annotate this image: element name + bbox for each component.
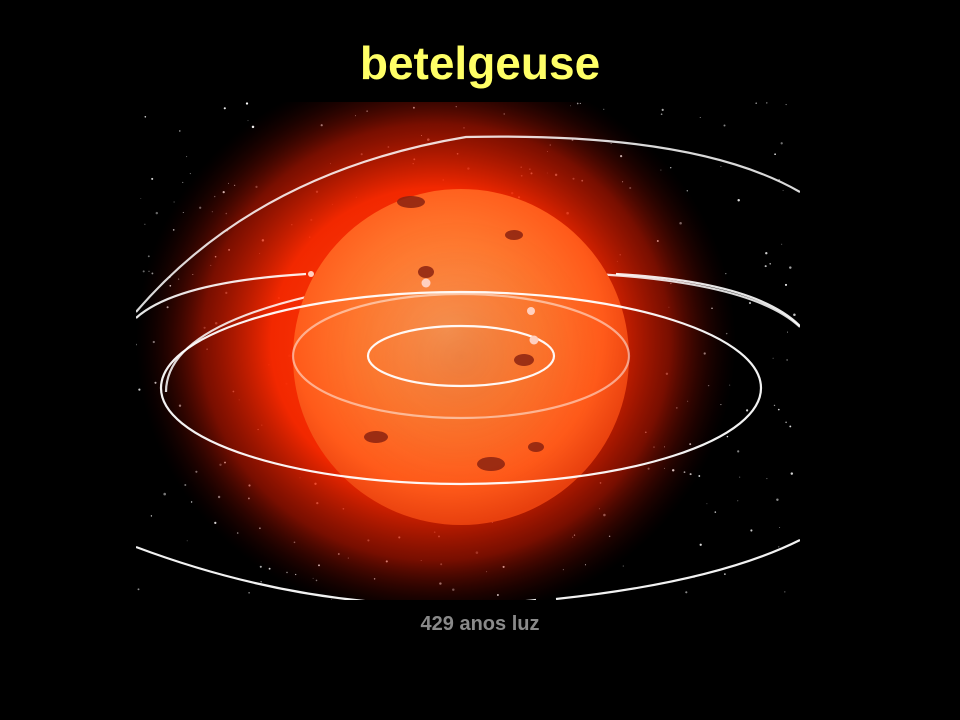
background-star [737, 450, 740, 453]
background-star [786, 359, 788, 361]
background-star [777, 408, 780, 411]
background-star [179, 130, 181, 132]
background-star [769, 263, 771, 265]
background-star [685, 591, 688, 594]
background-star [723, 124, 726, 127]
background-star [151, 177, 154, 180]
background-star [245, 102, 249, 105]
background-star [138, 388, 141, 391]
background-star [182, 181, 184, 183]
background-star [726, 435, 729, 438]
background-star [142, 270, 145, 273]
background-star [766, 102, 768, 104]
background-star [739, 476, 741, 478]
background-star [785, 421, 787, 424]
background-star [699, 117, 701, 118]
background-star [785, 104, 787, 106]
star-surface-spots [321, 196, 601, 497]
background-star [724, 573, 726, 575]
betelgeuse-illustration [136, 102, 800, 600]
background-star [661, 108, 664, 111]
background-star [720, 165, 722, 167]
orbit-planets [308, 271, 539, 345]
background-star [737, 198, 740, 202]
background-star [737, 500, 739, 502]
background-star [784, 591, 786, 593]
background-star [766, 478, 768, 480]
background-star [773, 404, 776, 407]
background-star [603, 108, 605, 110]
background-star [764, 265, 767, 268]
slide-title: betelgeuse [359, 37, 601, 89]
background-star [789, 266, 792, 269]
background-star [789, 425, 792, 428]
background-star [750, 529, 753, 532]
background-star [260, 581, 262, 583]
background-star [699, 543, 702, 546]
background-star [248, 592, 250, 594]
background-star [787, 331, 788, 333]
background-star [776, 498, 779, 502]
background-star [155, 211, 159, 215]
background-star [622, 565, 624, 567]
background-star [140, 198, 142, 199]
background-star [137, 588, 140, 591]
background-star [782, 189, 784, 192]
background-star [784, 283, 788, 286]
background-star [755, 102, 757, 104]
background-star [714, 511, 717, 513]
background-star [163, 492, 166, 496]
background-star [706, 503, 708, 505]
distance-caption: 429 anos luz [420, 613, 540, 635]
background-star [772, 357, 774, 359]
background-star [173, 201, 175, 203]
background-star [748, 301, 752, 305]
background-star [790, 472, 794, 475]
background-star [150, 515, 153, 517]
background-star [186, 156, 188, 158]
background-star [793, 313, 796, 316]
background-star [223, 107, 226, 110]
background-star [779, 527, 781, 528]
background-star [781, 243, 783, 245]
background-star [774, 153, 776, 156]
background-star [660, 113, 663, 116]
background-star [765, 252, 768, 255]
background-star [144, 223, 146, 225]
background-star [189, 173, 191, 175]
background-star [745, 409, 749, 412]
orbit-rings-front [136, 272, 800, 600]
background-star [778, 546, 780, 548]
background-star [186, 540, 188, 542]
background-star [780, 142, 783, 145]
background-star [144, 116, 147, 118]
background-star [247, 120, 249, 122]
background-star [147, 255, 150, 258]
